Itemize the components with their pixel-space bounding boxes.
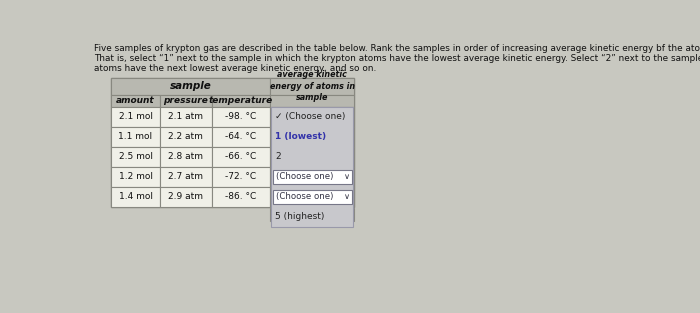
Text: (Choose one): (Choose one) <box>276 172 333 182</box>
Text: -64. °C: -64. °C <box>225 132 256 141</box>
Text: -86. °C: -86. °C <box>225 192 257 202</box>
Text: 2.2 atm: 2.2 atm <box>169 132 204 141</box>
Bar <box>270 208 354 221</box>
Text: 2.8 atm: 2.8 atm <box>169 152 204 162</box>
Bar <box>211 167 270 187</box>
Bar <box>160 167 211 187</box>
Text: That is, select “1” next to the sample in which the krypton atoms have the lowes: That is, select “1” next to the sample i… <box>94 54 700 63</box>
Text: temperature: temperature <box>209 96 273 105</box>
Bar <box>270 147 354 167</box>
Text: amount: amount <box>116 96 155 105</box>
Bar <box>211 147 270 167</box>
Text: ×: × <box>295 208 305 221</box>
Text: 1.1 mol: 1.1 mol <box>118 132 153 141</box>
Text: 2.1 atm: 2.1 atm <box>169 112 204 121</box>
Text: ✓ (Choose one): ✓ (Choose one) <box>275 112 345 121</box>
Text: ↺: ↺ <box>326 208 336 221</box>
Bar <box>111 147 160 167</box>
Text: 1.2 mol: 1.2 mol <box>118 172 153 182</box>
Text: 3: 3 <box>275 172 281 182</box>
Bar <box>270 78 354 95</box>
Bar <box>273 170 352 184</box>
Text: 5 (highest): 5 (highest) <box>275 213 324 222</box>
Bar <box>111 78 270 95</box>
Bar <box>270 95 354 107</box>
Bar <box>271 107 354 227</box>
Text: 4: 4 <box>275 192 281 202</box>
Bar <box>160 107 211 127</box>
Bar <box>160 95 211 107</box>
Bar <box>111 167 160 187</box>
Bar <box>160 127 211 147</box>
Bar <box>111 95 160 107</box>
Bar <box>270 187 354 207</box>
Bar <box>270 127 354 147</box>
Bar <box>270 107 354 127</box>
Text: -66. °C: -66. °C <box>225 152 257 162</box>
Bar <box>211 95 270 107</box>
Text: 2.5 mol: 2.5 mol <box>118 152 153 162</box>
Bar <box>273 190 352 204</box>
Bar <box>160 187 211 207</box>
Text: -72. °C: -72. °C <box>225 172 256 182</box>
Text: atoms have the next lowest average kinetic energy, and so on.: atoms have the next lowest average kinet… <box>94 64 376 73</box>
Bar <box>270 167 354 187</box>
Bar <box>160 147 211 167</box>
Text: sample: sample <box>169 81 211 91</box>
Text: 2.9 atm: 2.9 atm <box>169 192 204 202</box>
Bar <box>111 107 160 127</box>
Bar <box>211 127 270 147</box>
Text: pressure: pressure <box>164 96 209 105</box>
Bar <box>111 127 160 147</box>
Text: 2.1 mol: 2.1 mol <box>118 112 153 121</box>
Text: 2: 2 <box>275 152 281 162</box>
Text: -98. °C: -98. °C <box>225 112 257 121</box>
Text: ∨: ∨ <box>344 192 350 202</box>
Bar <box>111 78 354 207</box>
Text: (Choose one): (Choose one) <box>276 192 333 202</box>
Text: 2.7 atm: 2.7 atm <box>169 172 204 182</box>
Text: Five samples of krypton gas are described in the table below. Rank the samples i: Five samples of krypton gas are describe… <box>94 44 700 53</box>
Text: ∨: ∨ <box>344 172 350 182</box>
Text: 1.4 mol: 1.4 mol <box>118 192 153 202</box>
Text: 1 (lowest): 1 (lowest) <box>275 132 326 141</box>
Text: average kinetic
energy of atoms in
sample: average kinetic energy of atoms in sampl… <box>270 70 355 102</box>
Bar <box>211 107 270 127</box>
Bar <box>111 187 160 207</box>
Bar <box>211 187 270 207</box>
